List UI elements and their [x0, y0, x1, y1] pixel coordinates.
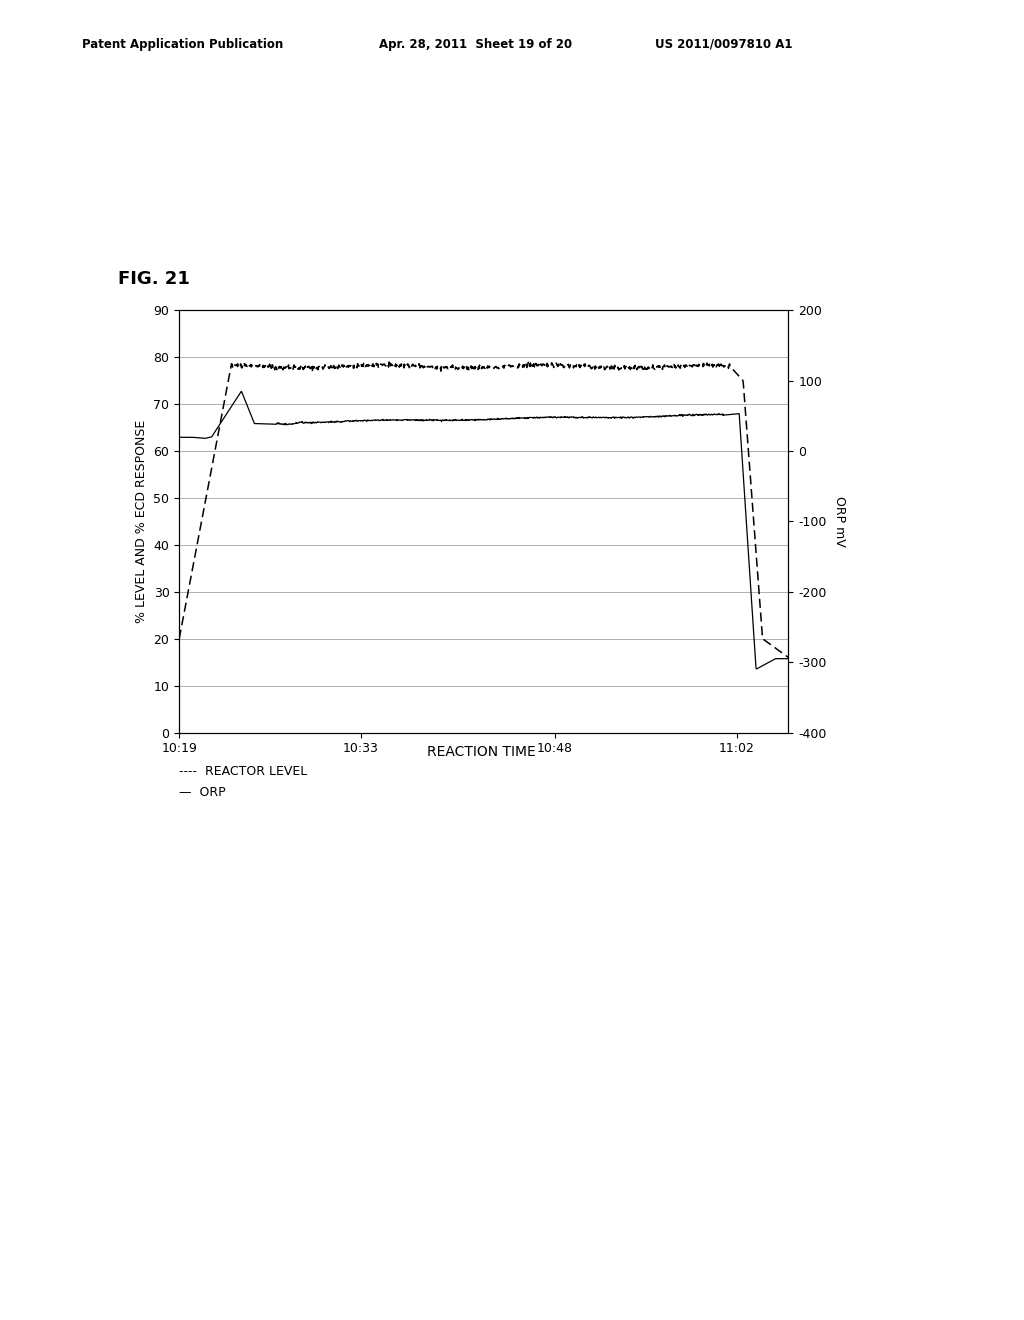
Text: US 2011/0097810 A1: US 2011/0097810 A1 [655, 37, 793, 50]
Text: FIG. 21: FIG. 21 [118, 269, 189, 288]
Text: ----  REACTOR LEVEL: ---- REACTOR LEVEL [179, 764, 307, 777]
Y-axis label: ORP mV: ORP mV [833, 496, 846, 546]
Text: —  ORP: — ORP [179, 785, 226, 799]
Text: Apr. 28, 2011  Sheet 19 of 20: Apr. 28, 2011 Sheet 19 of 20 [379, 37, 572, 50]
Text: REACTION TIME: REACTION TIME [427, 746, 536, 759]
Y-axis label: % LEVEL AND % ECD RESPONSE: % LEVEL AND % ECD RESPONSE [135, 420, 147, 623]
Text: Patent Application Publication: Patent Application Publication [82, 37, 284, 50]
